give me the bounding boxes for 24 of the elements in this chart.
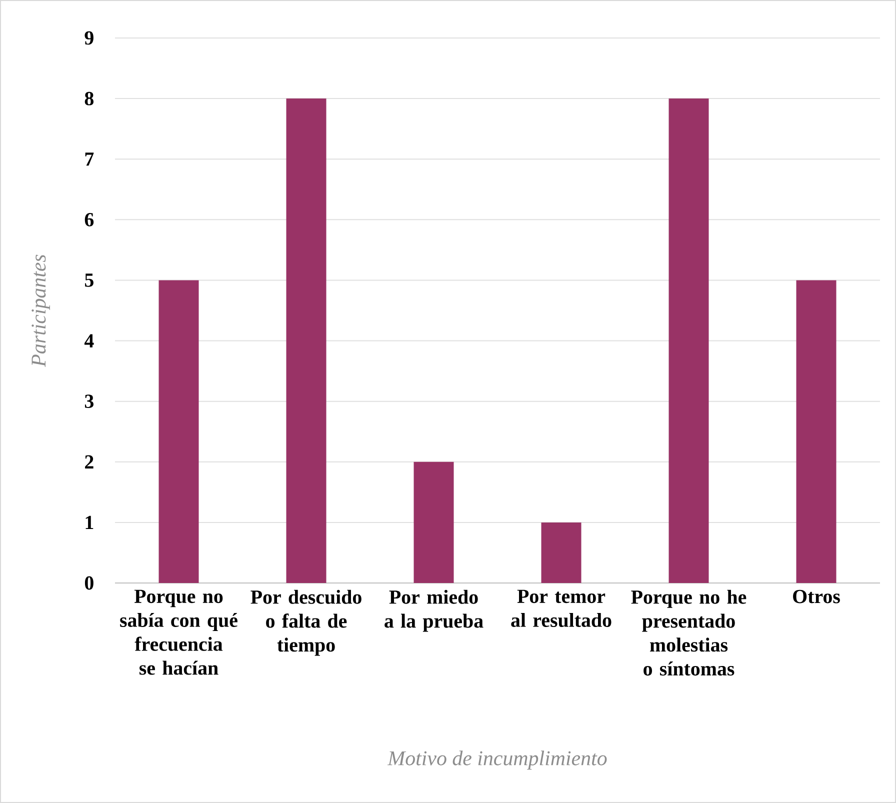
bar — [541, 522, 582, 583]
bar — [668, 98, 709, 583]
x-axis-title: Motivo de incumplimiento — [387, 750, 607, 770]
y-tick-label: 0 — [84, 576, 94, 590]
bar — [796, 280, 836, 583]
y-tick-label: 7 — [85, 152, 94, 166]
x-tick-label: Por miedo a la prueba — [384, 590, 484, 632]
y-tick-label: 2 — [85, 455, 94, 468]
y-axis-title: Participantes — [32, 254, 50, 367]
y-tick-label: 4 — [84, 334, 94, 348]
bar — [158, 280, 199, 583]
y-tick-label: 5 — [84, 274, 94, 287]
bar — [286, 98, 326, 583]
y-tick-label: 9 — [84, 31, 94, 45]
y-tick-label: 8 — [84, 92, 94, 106]
x-tick-label: Porque no he presentado molestias o síntomas — [631, 590, 746, 676]
x-tick-label: Por temor al resultado — [511, 590, 612, 628]
x-tick-label: Porque no sabía con qué frecuencia se hacían — [120, 590, 238, 675]
y-tick-label: 3 — [84, 394, 94, 408]
bar — [414, 462, 454, 583]
x-tick-label: Otros — [793, 590, 840, 604]
x-tick-label: Por descuido o falta de tiempo — [250, 590, 362, 656]
y-tick-label: 1 — [86, 516, 94, 530]
y-tick-label: 6 — [84, 212, 94, 226]
